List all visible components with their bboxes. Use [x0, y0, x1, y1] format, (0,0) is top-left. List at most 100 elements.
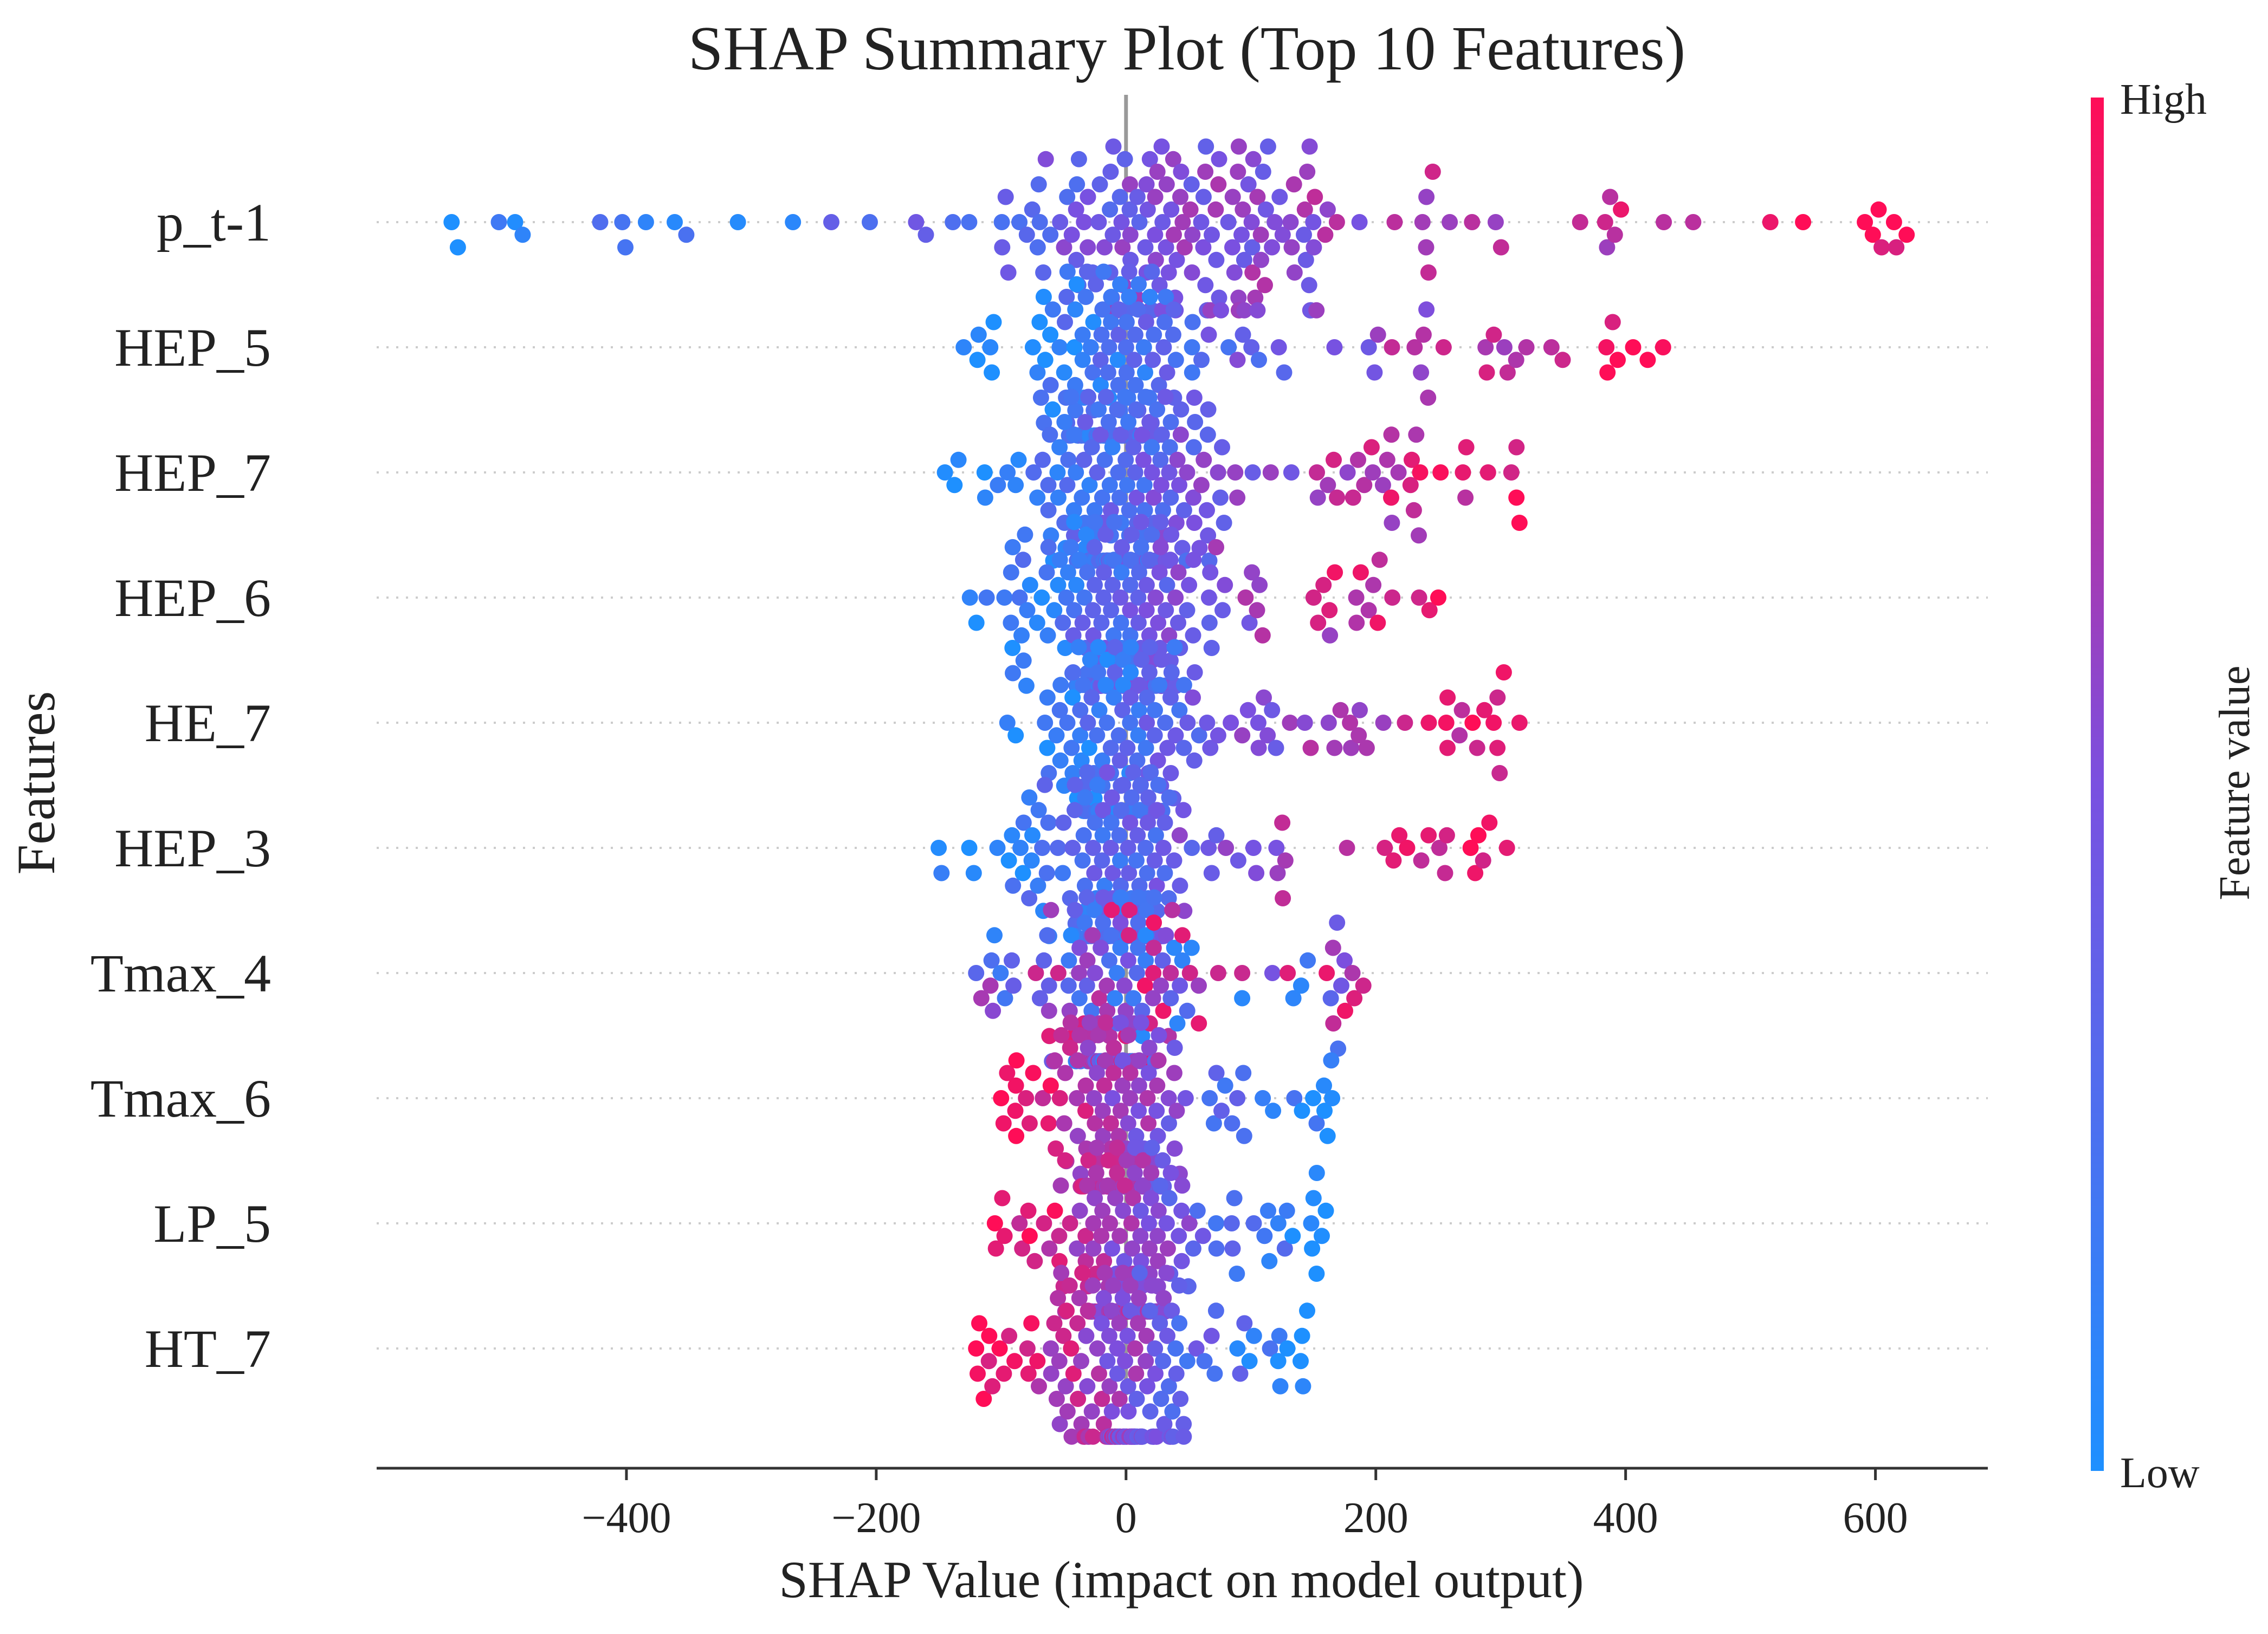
shap-point [1136, 977, 1153, 994]
shap-point [1070, 1391, 1087, 1407]
shap-point [1492, 239, 1509, 256]
x-axis-label: SHAP Value (impact on model output) [779, 1551, 1584, 1609]
shap-point [1442, 214, 1458, 230]
shap-point [1175, 677, 1192, 693]
shap-point [1201, 614, 1218, 631]
shap-point [1499, 364, 1516, 381]
shap-point [981, 1327, 998, 1344]
shap-point [1322, 990, 1339, 1007]
shap-point [1189, 1202, 1206, 1219]
shap-point [1064, 689, 1081, 706]
shap-point [1115, 1265, 1131, 1281]
shap-point [1004, 539, 1021, 555]
shap-point [1196, 1353, 1213, 1370]
shap-point [1061, 1002, 1078, 1019]
shap-point [1023, 1315, 1040, 1332]
shap-point [1066, 339, 1083, 355]
shap-point [1304, 1240, 1321, 1257]
shap-point [1105, 138, 1122, 155]
feature-label: LP_5 [153, 1194, 271, 1254]
shap-point [1130, 1290, 1147, 1306]
shap-point [1040, 539, 1057, 555]
shap-point [1063, 740, 1080, 756]
shap-point [1175, 502, 1192, 518]
shap-point [1051, 439, 1068, 456]
shap-point [1117, 1353, 1133, 1370]
shap-point [1345, 489, 1361, 506]
shap-point [1324, 1090, 1341, 1106]
shap-point [1294, 1103, 1310, 1119]
shap-point [1256, 689, 1272, 706]
shap-point [1159, 1327, 1175, 1344]
shap-point [1511, 515, 1528, 531]
shap-point [1139, 689, 1155, 706]
shap-point [1888, 239, 1905, 256]
shap-point [1077, 414, 1094, 430]
shap-point [1091, 702, 1108, 718]
shap-point [1051, 1228, 1068, 1244]
shap-point [1061, 1277, 1078, 1294]
shap-point [862, 214, 878, 230]
feature-label: Tmax_6 [91, 1068, 271, 1129]
shap-point [982, 339, 999, 355]
shap-point [1256, 1228, 1273, 1244]
shap-point [1148, 1103, 1165, 1119]
shap-point [1039, 689, 1056, 706]
shap-point [1200, 527, 1217, 544]
shap-point [1511, 715, 1528, 731]
shap-point [1089, 776, 1106, 793]
shap-point [1131, 677, 1148, 693]
beeswarm-points [443, 138, 1915, 1445]
shap-point [1076, 589, 1093, 606]
shap-point [1122, 251, 1139, 268]
shap-point [1369, 326, 1386, 343]
shap-point [1604, 314, 1621, 330]
shap-point [1105, 627, 1122, 644]
shap-point [933, 865, 950, 881]
shap-point [1171, 477, 1187, 494]
shap-point [1063, 539, 1079, 555]
shap-point [1044, 401, 1061, 418]
shap-point [1078, 977, 1095, 994]
shap-point [1087, 576, 1103, 593]
shap-point [1193, 477, 1210, 494]
shap-point [1127, 377, 1144, 393]
shap-point [1229, 1266, 1245, 1282]
shap-point [1005, 877, 1022, 894]
shap-point [1199, 715, 1216, 731]
shap-point [1270, 339, 1287, 355]
shap-point [1073, 1416, 1090, 1432]
shap-point [1119, 740, 1136, 756]
colorbar-title: Feature value [2211, 665, 2259, 900]
shap-point [1042, 1077, 1059, 1094]
shap-point [1168, 1103, 1185, 1119]
shap-point [965, 865, 982, 881]
shap-point [1211, 289, 1227, 306]
shap-point [1122, 1302, 1139, 1319]
shap-point [1424, 164, 1441, 180]
shap-point [1268, 840, 1285, 856]
shap-point [1141, 627, 1158, 644]
shap-point [1128, 1365, 1145, 1382]
shap-point [1104, 576, 1121, 593]
shap-point [1438, 715, 1455, 731]
shap-point [1007, 1103, 1024, 1119]
shap-point [1159, 576, 1175, 593]
shap-point [1343, 740, 1360, 756]
shap-point [1149, 164, 1166, 180]
shap-point [1248, 865, 1265, 881]
shap-point [996, 1365, 1012, 1382]
shap-point [1032, 390, 1049, 406]
shap-point [1625, 339, 1642, 355]
feature-label: Tmax_4 [91, 943, 271, 1003]
shap-point [1168, 1365, 1185, 1382]
shap-point [1150, 776, 1167, 793]
shap-point [1064, 840, 1081, 856]
shap-point [1067, 902, 1083, 918]
shap-point [1142, 1190, 1159, 1207]
shap-point [1184, 364, 1200, 381]
shap-point [1351, 214, 1368, 230]
shap-point [1110, 464, 1127, 481]
shap-point [1167, 1340, 1184, 1357]
shap-point [950, 451, 967, 468]
